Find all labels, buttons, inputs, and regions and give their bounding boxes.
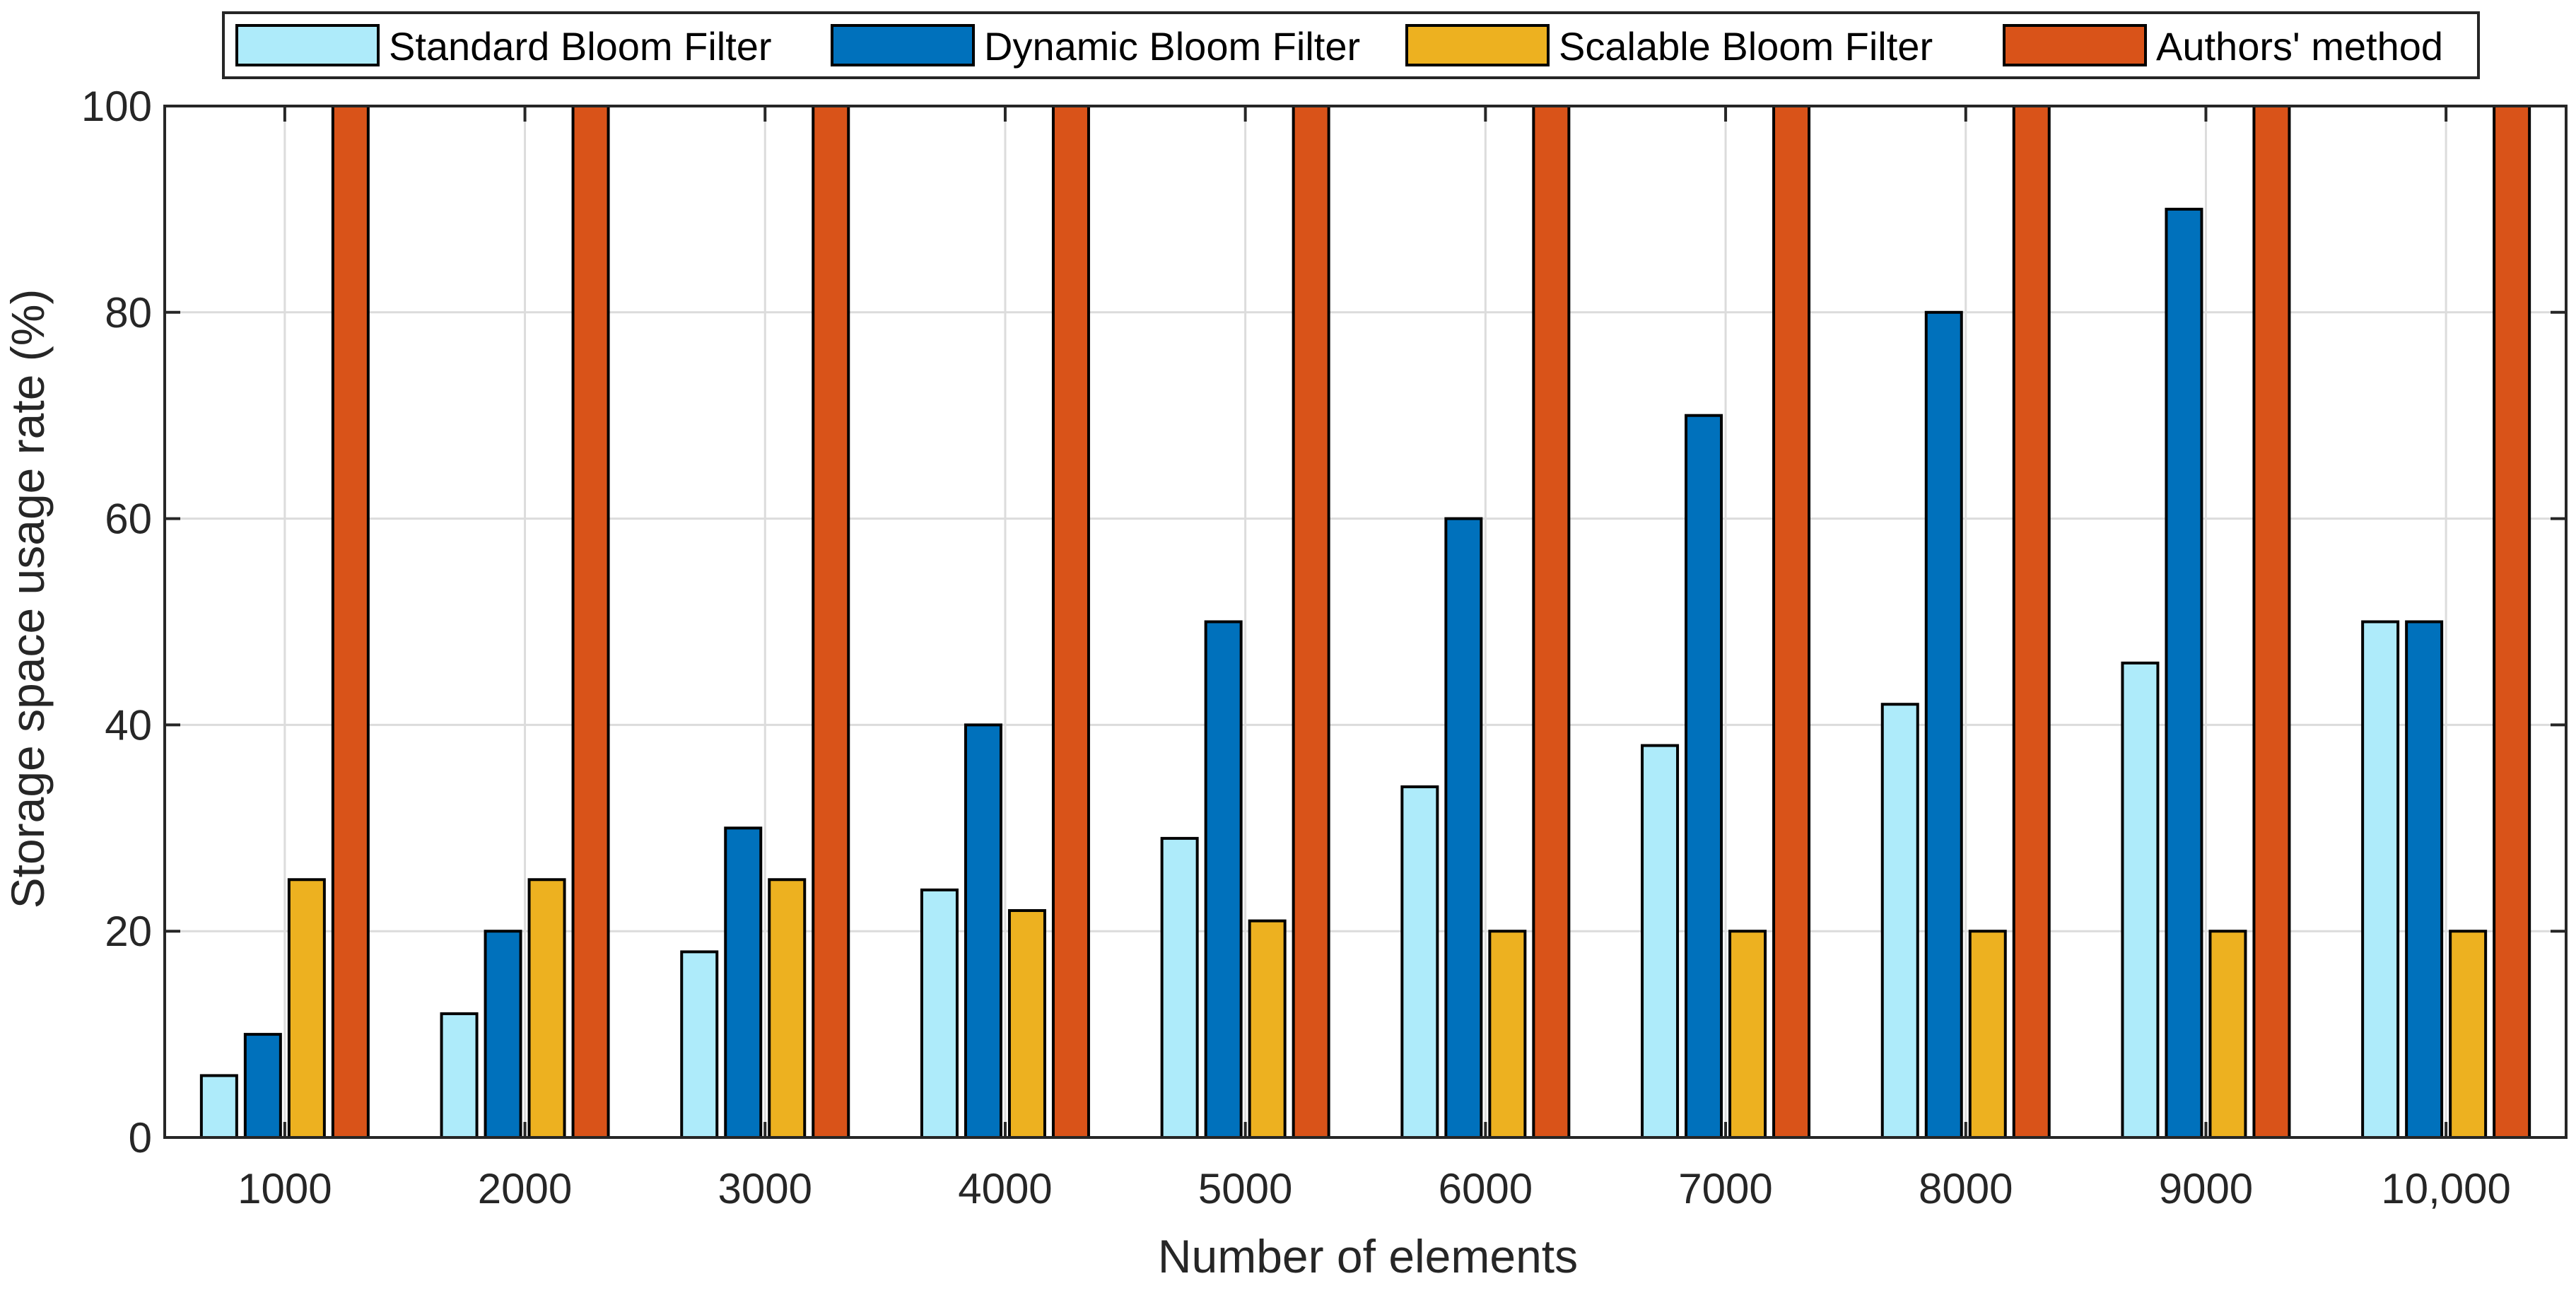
bar-standard-bloom-filter-5000 <box>1160 836 1199 1139</box>
bar-standard-bloom-filter-10000 <box>2361 620 2400 1139</box>
bar-scalable-bloom-filter-7000 <box>1728 930 1767 1139</box>
bar-standard-bloom-filter-1000 <box>199 1074 238 1139</box>
bar-authors-method-4000 <box>1051 105 1090 1139</box>
bar-authors-method-6000 <box>1532 105 1571 1139</box>
bar-dynamic-bloom-filter-6000 <box>1444 517 1483 1139</box>
x-tick-label: 3000 <box>718 1165 812 1212</box>
bar-authors-method-9000 <box>2252 105 2291 1139</box>
plot-frame <box>163 105 2568 1139</box>
bar-standard-bloom-filter-2000 <box>440 1012 479 1140</box>
legend-entry-label: Scalable Bloom Filter <box>1559 24 1933 69</box>
bar-scalable-bloom-filter-1000 <box>287 878 326 1139</box>
bar-dynamic-bloom-filter-4000 <box>964 723 1002 1139</box>
x-tick-label: 1000 <box>238 1165 332 1212</box>
bar-scalable-bloom-filter-3000 <box>768 878 807 1139</box>
x-tick-label: 2000 <box>478 1165 572 1212</box>
bar-dynamic-bloom-filter-10000 <box>2405 620 2444 1139</box>
bar-standard-bloom-filter-8000 <box>1880 703 1919 1139</box>
bar-dynamic-bloom-filter-5000 <box>1204 620 1243 1139</box>
bar-standard-bloom-filter-3000 <box>680 950 719 1139</box>
tick-labels: 0 20 40 60 80 100 1000 2000 3000 4000 5000 6000 7000… <box>81 83 2511 1212</box>
bar-scalable-bloom-filter-8000 <box>1968 930 2007 1139</box>
bar-scalable-bloom-filter-10000 <box>2449 930 2488 1139</box>
bars <box>199 105 2531 1140</box>
bar-authors-method-2000 <box>571 105 610 1139</box>
legend-entry-label: Authors' method <box>2156 24 2443 69</box>
legend: Standard Bloom Filter Dynamic Bloom Filte… <box>222 11 2480 79</box>
bar-dynamic-bloom-filter-3000 <box>724 826 763 1140</box>
bar-authors-method-3000 <box>812 105 850 1139</box>
bar-authors-method-7000 <box>1772 105 1811 1139</box>
bar-standard-bloom-filter-9000 <box>2121 661 2160 1139</box>
bar-dynamic-bloom-filter-9000 <box>2165 207 2203 1139</box>
y-tick-label: 0 <box>129 1114 152 1162</box>
y-tick-label: 60 <box>105 496 152 543</box>
x-tick-label: 5000 <box>1198 1165 1292 1212</box>
grid-lines <box>165 106 2566 1137</box>
x-tick-label: 7000 <box>1678 1165 1772 1212</box>
bar-authors-method-5000 <box>1292 105 1330 1139</box>
axes <box>163 105 2568 1139</box>
x-tick-label: 6000 <box>1439 1165 1533 1212</box>
x-tick-label: 9000 <box>2159 1165 2253 1212</box>
y-tick-label: 80 <box>105 289 152 337</box>
bar-dynamic-bloom-filter-2000 <box>484 930 522 1139</box>
bar-authors-method-1000 <box>331 105 370 1139</box>
x-tick-label: 8000 <box>1919 1165 2013 1212</box>
bar-dynamic-bloom-filter-7000 <box>1685 414 1723 1139</box>
legend-entry-label: Standard Bloom Filter <box>389 24 772 69</box>
bar-scalable-bloom-filter-4000 <box>1007 909 1046 1140</box>
bar-dynamic-bloom-filter-1000 <box>243 1033 282 1139</box>
bar-scalable-bloom-filter-2000 <box>527 878 566 1139</box>
x-axis-label: Number of elements <box>1158 1230 1578 1282</box>
y-axis-label: Storage space usage rate (%) <box>1 289 54 909</box>
bar-scalable-bloom-filter-9000 <box>2208 930 2247 1139</box>
bar-authors-method-8000 <box>2012 105 2051 1139</box>
bar-scalable-bloom-filter-6000 <box>1488 930 1527 1139</box>
legend-swatch <box>831 24 975 66</box>
y-tick-label: 40 <box>105 701 152 749</box>
bar-standard-bloom-filter-7000 <box>1641 744 1680 1139</box>
legend-entry-label: Dynamic Bloom Filter <box>984 24 1360 69</box>
x-tick-label: 10,000 <box>2381 1165 2511 1212</box>
bar-authors-method-10000 <box>2493 105 2531 1139</box>
legend-swatch <box>2003 24 2147 66</box>
bar-scalable-bloom-filter-5000 <box>1248 919 1287 1139</box>
bar-dynamic-bloom-filter-8000 <box>1924 310 1963 1139</box>
x-tick-label: 4000 <box>958 1165 1052 1212</box>
legend-swatch <box>235 24 380 66</box>
y-tick-label: 100 <box>81 83 152 130</box>
bar-standard-bloom-filter-6000 <box>1400 785 1439 1139</box>
legend-swatch <box>1405 24 1550 66</box>
y-tick-label: 20 <box>105 908 152 955</box>
bar-standard-bloom-filter-4000 <box>920 888 959 1139</box>
